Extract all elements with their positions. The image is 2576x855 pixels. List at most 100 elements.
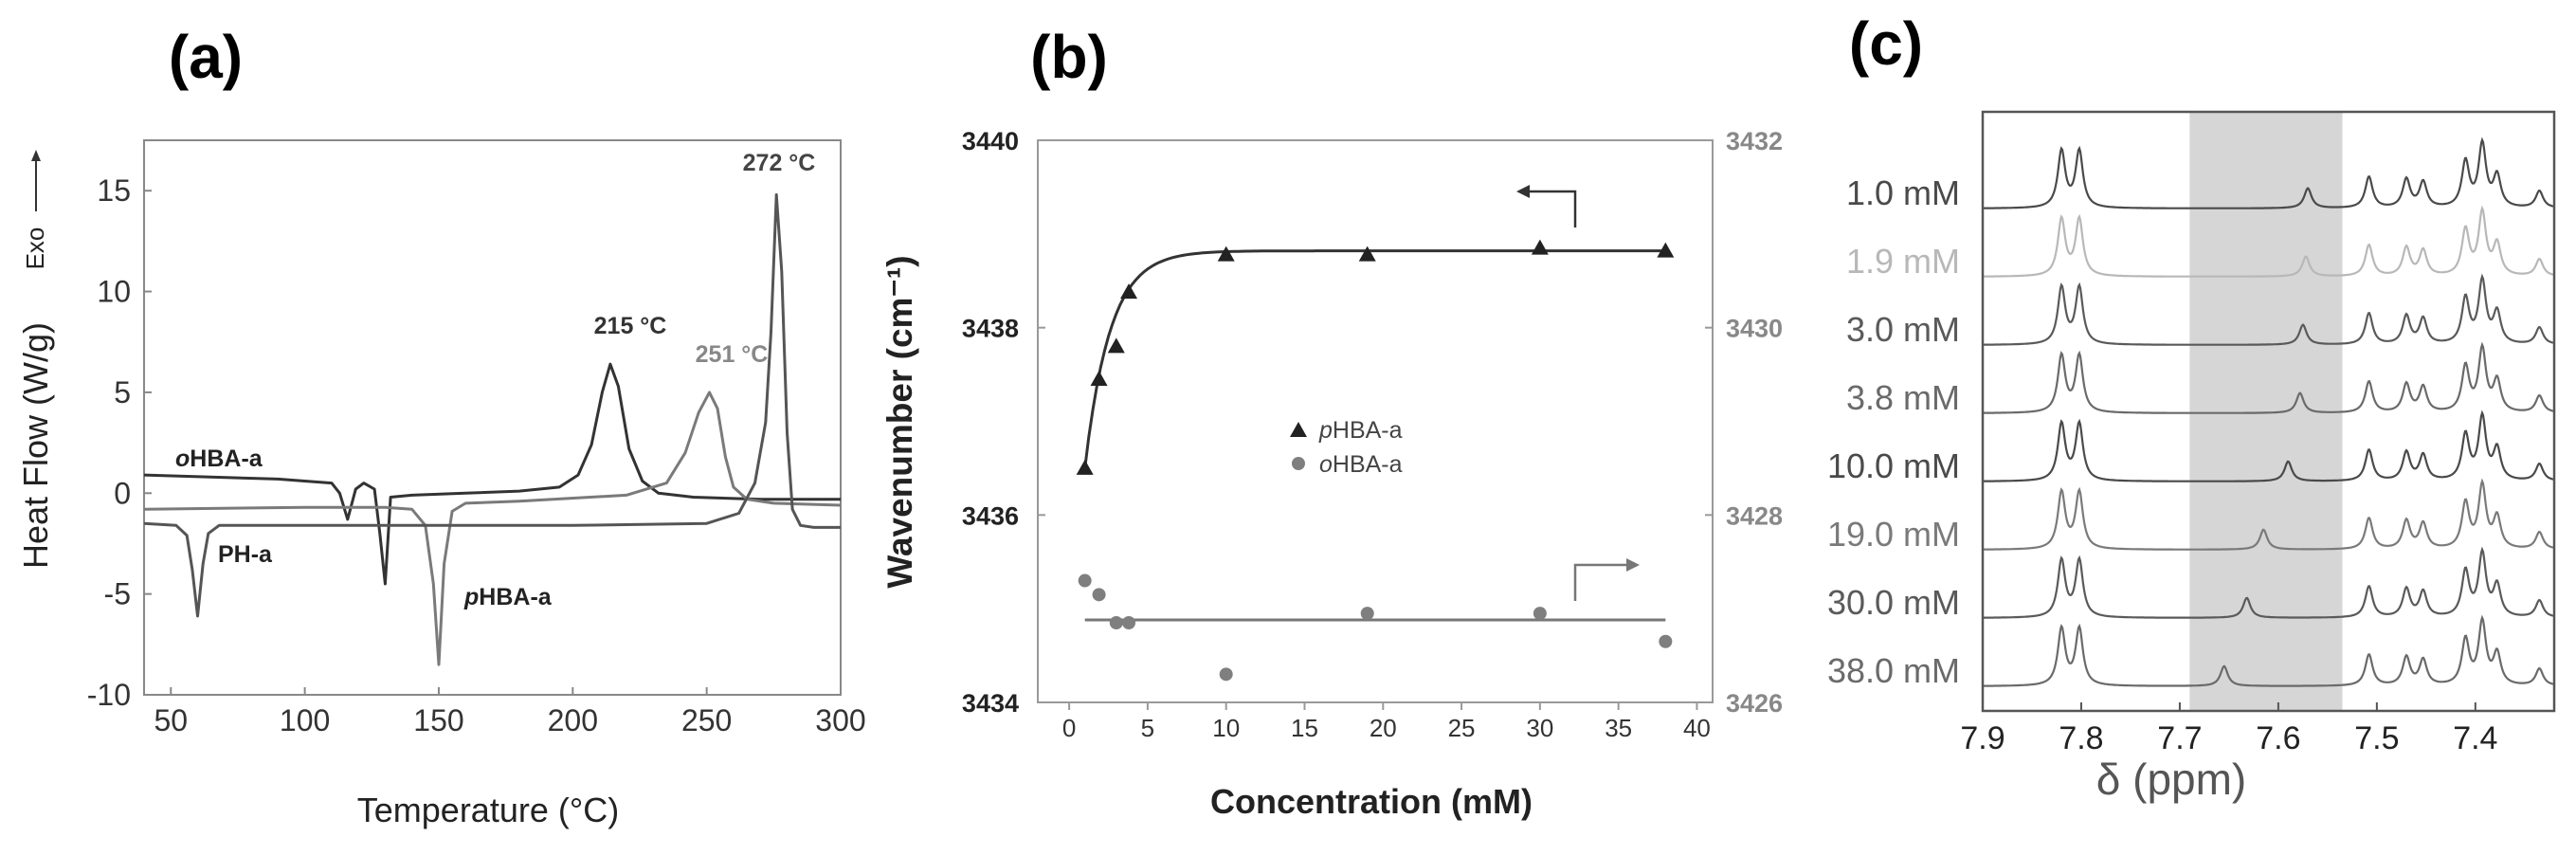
x-tick-label-b: 5 [1141,714,1154,742]
data-point-phba [1107,337,1125,354]
ir-chart: 0 5 10 15 20 25 30 35 40 3434 3436 3438 3440 3426 3428… [880,127,1783,821]
y-tick-label-right-b: 3432 [1726,127,1783,155]
trace-label: 1.0 mM [1846,173,1960,212]
right-axis-indicator-arrowhead [1626,558,1640,572]
data-point-ohba [1122,615,1136,629]
trace-label: 3.0 mM [1846,310,1960,349]
trace-label: 19.0 mM [1827,515,1960,554]
left-axis-indicator-arrowhead [1516,185,1530,198]
legend-marker-circle [1292,457,1305,470]
x-tick-label-b: 15 [1291,714,1318,742]
x-tick-label-b: 10 [1212,714,1240,742]
x-tick-label-b: 20 [1370,714,1397,742]
x-tick-label-c: 7.5 [2354,720,2399,756]
x-tick-label-c: 7.7 [2157,720,2202,756]
x-axis-label-c: δ (ppm) [2096,755,2247,804]
y-tick-label-a: 10 [97,275,131,309]
legend-label-phba: pHBA-a [1318,417,1403,444]
x-axis-label-b: Concentration (mM) [1210,782,1533,821]
series-label-phba: pHBA-a [463,584,553,610]
legend-marker-triangle [1290,422,1307,437]
series-label-ph: PH-a [218,541,273,568]
data-point-ohba [1533,607,1547,621]
exo-arrow-head [31,150,41,161]
x-tick-label-c: 7.6 [2256,720,2300,756]
x-tick-label-b: 40 [1683,714,1711,742]
plot-frame-b [1037,139,1714,703]
series-label-ohba: oHBA-a [175,446,263,472]
data-point-ohba [1219,667,1233,682]
dsc-chart: 50 100 150 200 250 300 -10 -5 0 5 10 15 Heat Flow (… [16,139,866,829]
exo-label: Exo [21,227,49,270]
series-line-ohba-a [143,362,841,586]
peak-annotation-215: 215 °C [594,313,667,339]
x-tick-label-a: 150 [413,703,463,737]
data-point-ohba [1360,607,1374,621]
data-point-phba [1076,459,1094,475]
trace-label: 3.8 mM [1846,378,1960,417]
x-tick-label-c: 7.8 [2059,720,2103,756]
data-point-phba [1090,371,1108,387]
x-tick-label-b: 30 [1526,714,1553,742]
y-tick-label-a: 0 [114,476,131,510]
data-point-phba [1531,239,1549,255]
y-tick-label-right-b: 3426 [1726,689,1783,718]
nmr-trace [1984,341,2554,414]
panel-c-letter: (c) [1849,9,1923,78]
legend-b: pHBA-a oHBA-a [1290,417,1403,478]
trace-label: 10.0 mM [1827,446,1960,485]
panel-b-letter: (b) [1030,23,1108,91]
x-tick-label-b: 0 [1062,714,1076,742]
nmr-trace [1983,136,2554,209]
data-point-ohba [1109,615,1123,629]
panel-a-letter: (a) [169,23,243,91]
data-point-ohba [1659,634,1673,648]
nmr-trace [1983,205,2554,278]
plot-frame-c [1981,110,2556,713]
data-point-ohba [1092,588,1106,602]
right-axis-indicator-arrow [1573,563,1630,601]
data-point-phba [1217,246,1235,262]
y-axis-label-a: Heat Flow (W/g) [16,322,55,569]
data-point-ohba [1078,573,1092,588]
x-tick-label-a: 250 [681,703,732,737]
x-tick-label-b: 25 [1448,714,1476,742]
x-axis-label-a: Temperature (°C) [357,791,619,829]
nmr-trace [1984,546,2554,619]
data-point-phba [1657,242,1675,258]
x-tick-label-a: 50 [154,703,188,737]
y-tick-label-right-b: 3428 [1726,501,1783,530]
y-tick-label-left-b: 3436 [962,501,1019,530]
y-tick-label-right-b: 3430 [1726,315,1783,343]
nmr-trace [1983,273,2554,346]
y-tick-label-a: 15 [97,173,131,208]
trace-label: 38.0 mM [1827,651,1960,690]
nmr-chart: 1.0 mM 1.9 mM 3.0 mM 3.8 mM 10.0 mM 19.0 mM 30… [1827,110,2556,804]
y-tick-label-a: 5 [114,375,131,409]
x-tick-label-b: 35 [1605,714,1632,742]
trace-label: 30.0 mM [1827,583,1960,622]
x-tick-label-a: 300 [815,703,865,737]
series-line-ph-a [143,192,841,618]
y-tick-label-left-b: 3438 [962,315,1019,343]
peak-annotation-251: 251 °C [696,341,769,368]
nmr-trace [1984,478,2554,551]
legend-label-ohba: oHBA-a [1319,451,1403,478]
nmr-trace [1984,614,2554,687]
y-tick-label-left-b: 3440 [962,127,1019,155]
nmr-trace [1984,409,2554,482]
x-tick-label-a: 200 [548,703,598,737]
left-axis-indicator-arrow [1526,190,1577,227]
x-tick-label-c: 7.9 [1960,720,2005,756]
fit-line-phba [1083,249,1666,469]
plot-frame-a [143,139,842,696]
series-line-phba-a [143,391,842,666]
peak-annotation-272: 272 °C [743,150,816,176]
data-point-phba [1120,283,1138,300]
x-tick-label-a: 100 [280,703,330,737]
trace-label: 1.9 mM [1846,242,1960,281]
y-tick-label-a: -10 [87,678,131,712]
data-point-phba [1358,246,1376,262]
y-tick-label-a: -5 [104,577,131,611]
